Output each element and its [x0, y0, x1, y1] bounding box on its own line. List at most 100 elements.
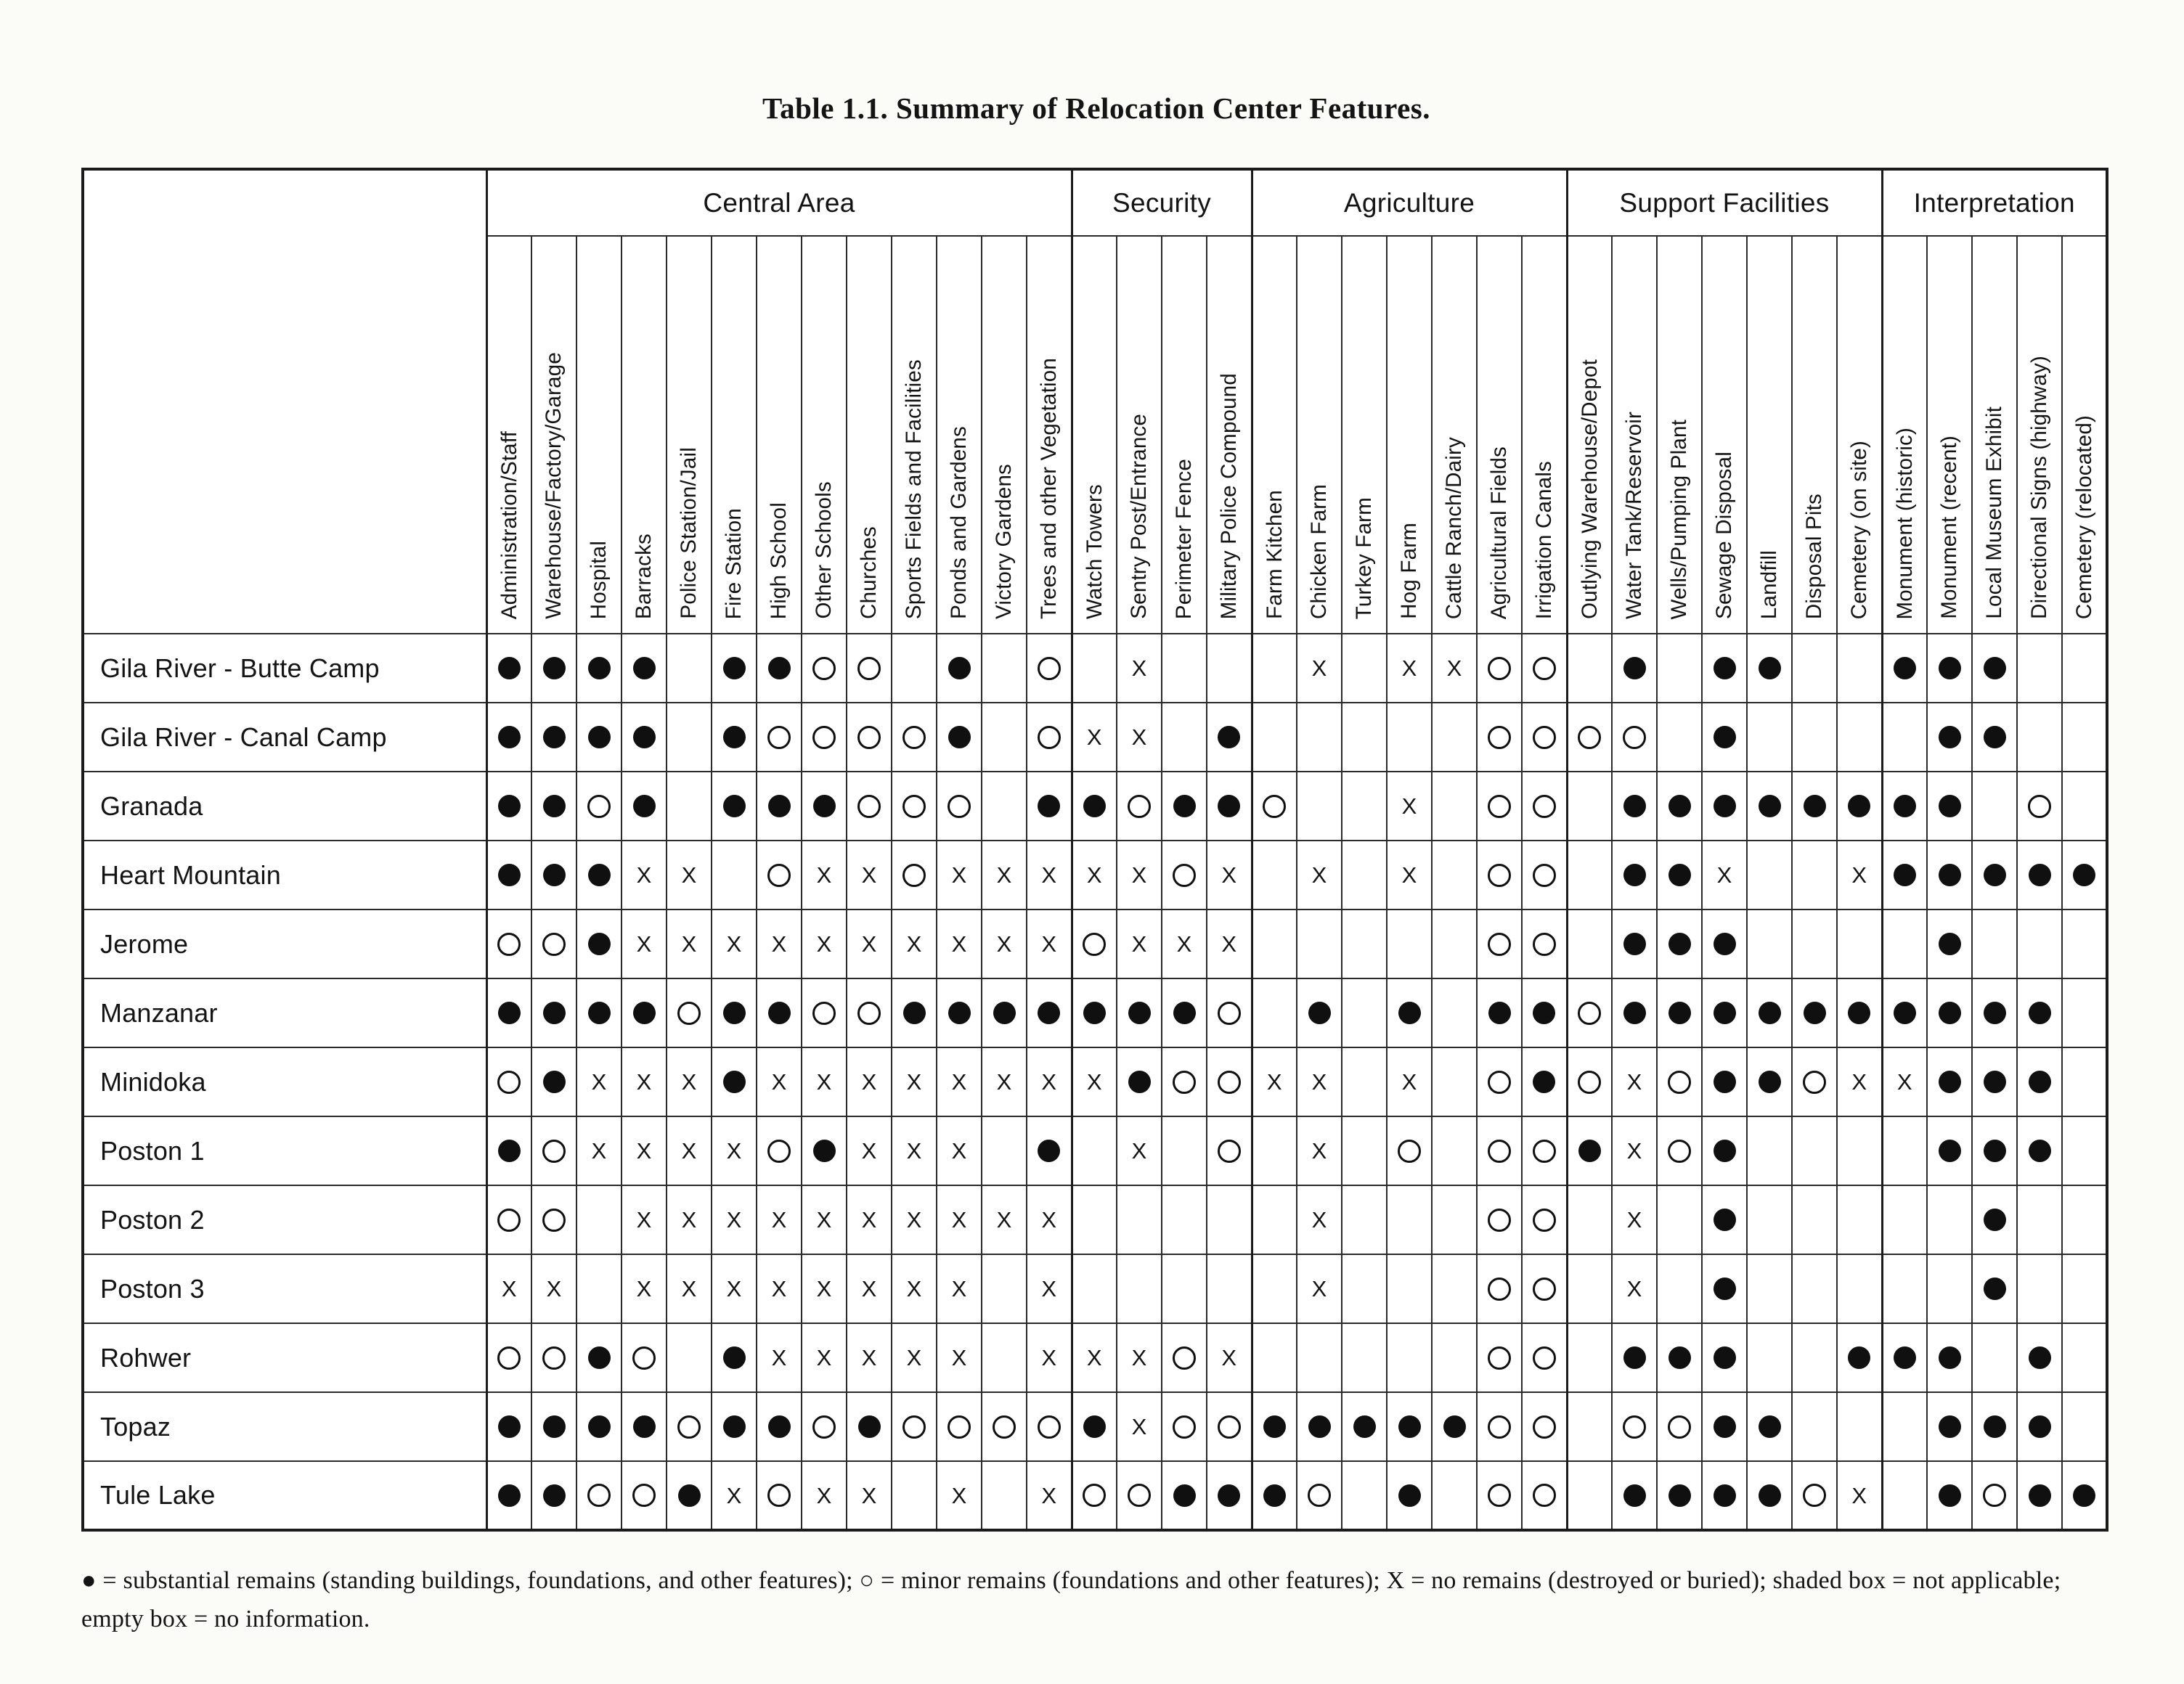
feature-cell: X: [846, 1116, 892, 1186]
column-header-label: Fire Station: [722, 507, 746, 619]
feature-cell: [1656, 1254, 1703, 1324]
feature-cell: [1611, 771, 1658, 841]
feature-cell: [1611, 840, 1658, 910]
feature-cell: [1206, 1254, 1252, 1324]
feature-cell: [1611, 1460, 1658, 1531]
feature-cell: [1206, 1460, 1252, 1531]
feature-cell: [1476, 1185, 1523, 1255]
substantial-remains-icon: [1623, 795, 1646, 817]
feature-cell: [576, 1391, 622, 1462]
no-remains-mark: X: [861, 862, 877, 888]
no-remains-mark: X: [726, 1482, 742, 1508]
feature-cell: [1296, 909, 1342, 979]
feature-cell: [1116, 1185, 1162, 1255]
substantial-remains-icon: [497, 1415, 521, 1438]
no-remains-mark: X: [1896, 1069, 1912, 1095]
feature-cell: X: [936, 1185, 982, 1255]
feature-cell: X: [1386, 1047, 1433, 1117]
feature-cell: X: [666, 1116, 712, 1186]
feature-cell: [1971, 702, 2018, 772]
substantial-remains-icon: [1353, 1415, 1376, 1438]
feature-cell: [1971, 840, 2018, 910]
feature-cell: [1026, 633, 1072, 703]
no-remains-mark: X: [636, 862, 652, 888]
feature-cell: X: [936, 1254, 982, 1324]
feature-cell: [1341, 1185, 1388, 1255]
feature-cell: [1746, 1116, 1793, 1186]
minor-remains-icon: [1532, 794, 1556, 818]
feature-cell: [1476, 978, 1523, 1048]
substantial-remains-icon: [1038, 1140, 1061, 1162]
substantial-remains-icon: [1893, 1002, 1916, 1024]
no-remains-mark: X: [771, 931, 787, 957]
minor-remains-icon: [1532, 1139, 1556, 1163]
minor-remains-icon: [1488, 863, 1511, 887]
no-remains-mark: X: [1131, 1345, 1147, 1370]
minor-remains-icon: [1037, 1415, 1061, 1439]
substantial-remains-icon: [632, 1002, 656, 1024]
feature-cell: [1521, 840, 1568, 910]
feature-cell: [1746, 909, 1793, 979]
substantial-remains-icon: [1848, 1346, 1871, 1369]
table-row: Tule Lake X X X X X X: [82, 1460, 2108, 1531]
substantial-remains-icon: [497, 726, 521, 748]
feature-cell: [621, 771, 667, 841]
no-remains-mark: X: [636, 1276, 652, 1301]
no-remains-mark: X: [1311, 655, 1327, 681]
column-header: Perimeter Fence: [1161, 235, 1207, 634]
minor-remains-icon: [1083, 1484, 1107, 1507]
substantial-remains-icon: [542, 864, 566, 886]
no-remains-mark: X: [951, 1345, 967, 1370]
feature-cell: [711, 702, 757, 772]
feature-cell: [1341, 702, 1388, 772]
feature-cell: [1476, 1323, 1523, 1393]
feature-cell: [1386, 702, 1433, 772]
minor-remains-icon: [1488, 794, 1511, 818]
feature-cell: [1206, 1185, 1252, 1255]
row-label: Poston 1: [82, 1116, 487, 1186]
feature-cell: [1836, 1254, 1883, 1324]
feature-cell: X: [1026, 1254, 1072, 1324]
feature-cell: [981, 1116, 1027, 1186]
minor-remains-icon: [948, 1415, 971, 1439]
no-remains-mark: X: [1851, 1069, 1867, 1095]
feature-cell: [1701, 909, 1748, 979]
no-remains-mark: X: [1311, 1276, 1327, 1301]
column-header-label: Trees and other Vegetation: [1037, 358, 1061, 619]
no-remains-mark: X: [1851, 862, 1867, 888]
table-row: Poston 3 X X X X X X X X X X X X X: [82, 1254, 2108, 1324]
substantial-remains-icon: [1218, 1484, 1241, 1507]
no-remains-mark: X: [501, 1276, 517, 1301]
no-remains-mark: X: [1401, 862, 1417, 888]
feature-cell: [1746, 1254, 1793, 1324]
minor-remains-icon: [902, 1415, 926, 1439]
no-remains-mark: X: [1041, 1207, 1057, 1233]
feature-cell: [846, 1391, 892, 1462]
feature-cell: [1656, 978, 1703, 1048]
feature-cell: [666, 771, 712, 841]
substantial-remains-icon: [1758, 1071, 1781, 1093]
feature-cell: [1926, 909, 1973, 979]
table-row: Granada X: [82, 771, 2108, 841]
column-header: Churches: [846, 235, 892, 634]
feature-cell: [576, 1254, 622, 1324]
column-header-label: Wells/Pumping Plant: [1667, 419, 1692, 619]
feature-cell: [1881, 771, 1928, 841]
feature-cell: [1431, 1460, 1478, 1531]
minor-remains-icon: [1532, 725, 1556, 749]
minor-remains-icon: [1037, 656, 1061, 680]
feature-cell: [2016, 633, 2063, 703]
substantial-remains-icon: [767, 1002, 791, 1024]
no-remains-mark: X: [996, 1207, 1012, 1233]
feature-cell: [2061, 1391, 2108, 1462]
feature-cell: X: [891, 1185, 937, 1255]
feature-cell: [1971, 1116, 2018, 1186]
substantial-remains-icon: [2028, 1346, 2051, 1369]
substantial-remains-icon: [542, 726, 566, 748]
minor-remains-icon: [677, 1415, 701, 1439]
minor-remains-icon: [1488, 656, 1511, 680]
feature-cell: [1746, 1391, 1793, 1462]
no-remains-mark: X: [861, 1482, 877, 1508]
column-header-label: Water Tank/Reservoir: [1622, 412, 1647, 619]
feature-cell: [1476, 633, 1523, 703]
